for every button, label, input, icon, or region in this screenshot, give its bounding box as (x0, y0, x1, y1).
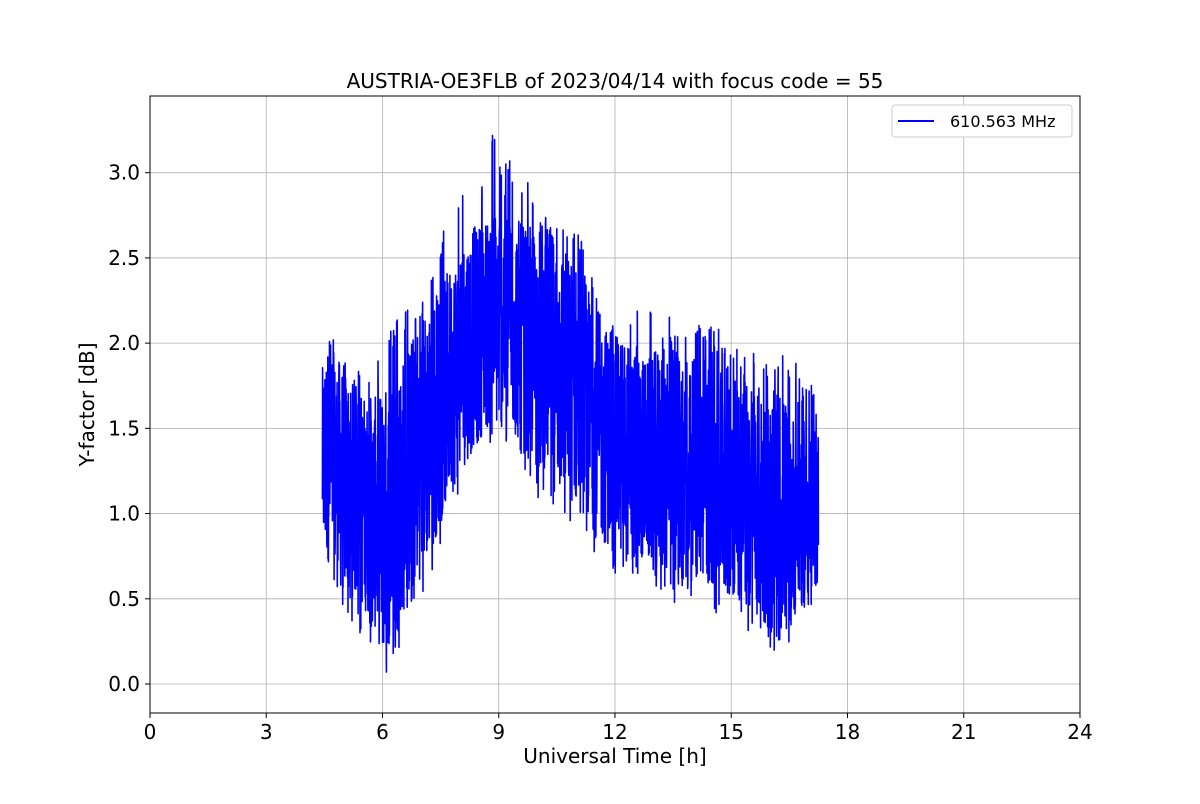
legend-label: 610.563 MHz (950, 112, 1055, 131)
y-tick-label: 1.5 (108, 416, 140, 440)
x-axis-label: Universal Time [h] (523, 744, 706, 768)
series-line (321, 134, 820, 673)
y-tick-label: 1.0 (108, 502, 140, 526)
x-tick-label: 6 (376, 720, 389, 744)
x-tick-label: 0 (144, 720, 157, 744)
x-tick-label: 3 (260, 720, 273, 744)
x-tick-label: 21 (951, 720, 976, 744)
y-ticks: 0.0 0.5 1.0 1.5 2.0 2.5 3.0 (108, 161, 150, 696)
y-tick-label: 3.0 (108, 161, 140, 185)
x-tick-label: 18 (835, 720, 860, 744)
y-tick-label: 2.0 (108, 331, 140, 355)
x-tick-label: 9 (492, 720, 505, 744)
legend: 610.563 MHz (891, 104, 1073, 138)
chart-title: AUSTRIA-OE3FLB of 2023/04/14 with focus … (347, 69, 884, 93)
y-tick-label: 0.0 (108, 672, 140, 696)
x-tick-label: 15 (719, 720, 744, 744)
y-tick-label: 0.5 (108, 587, 140, 611)
legend-box (891, 104, 1073, 138)
x-tick-label: 24 (1067, 720, 1092, 744)
x-ticks: 0 3 6 9 12 15 18 21 24 (144, 713, 1093, 744)
y-tick-label: 2.5 (108, 246, 140, 270)
y-axis-label: Y-factor [dB] (75, 342, 99, 467)
series-layer (321, 134, 820, 673)
x-tick-label: 12 (602, 720, 627, 744)
